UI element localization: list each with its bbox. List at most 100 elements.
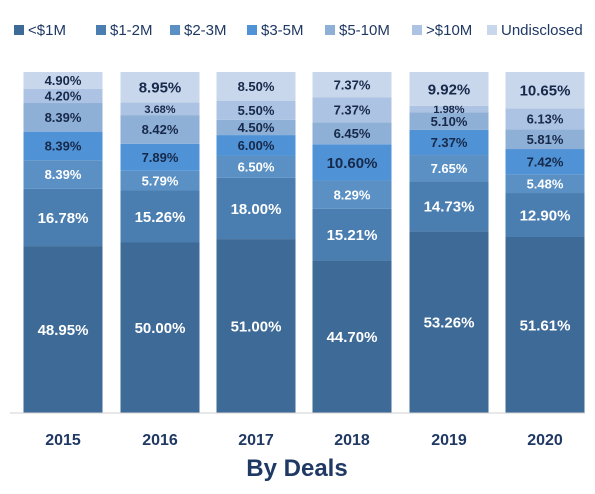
x-axis-tick-labels: 2015 2016 2017 2018 2019 2020 [45, 432, 563, 449]
bar-segment [312, 260, 392, 413]
bar-segment [23, 72, 103, 89]
bar-segment [120, 102, 200, 116]
legend-swatch [487, 25, 497, 35]
data-label: 5.81% [527, 132, 564, 147]
data-label: 10.60% [327, 155, 378, 172]
data-label: 5.48% [527, 176, 564, 191]
data-label: 6.45% [334, 126, 371, 141]
x-tick-label: 2015 [45, 432, 81, 449]
bar-segment [23, 160, 103, 189]
bar-segment [120, 242, 200, 413]
data-label: 15.26% [135, 209, 186, 226]
legend-label: $1-2M [110, 22, 153, 39]
bar-segment [505, 174, 585, 194]
bar-segment [216, 177, 296, 240]
data-label: 7.42% [527, 154, 564, 169]
bar-segment [216, 135, 296, 156]
data-label: 12.90% [520, 207, 571, 224]
bar-segment [505, 72, 585, 109]
bar-segment [505, 237, 585, 413]
legend-swatch [14, 25, 24, 35]
bar-segment [216, 239, 296, 413]
bar-segment [23, 188, 103, 247]
data-label: 4.50% [238, 120, 275, 135]
x-tick-label: 2017 [238, 432, 274, 449]
bar-segment [312, 208, 392, 261]
legend-swatch [325, 25, 335, 35]
bar-segment [23, 246, 103, 413]
data-label: 8.29% [334, 187, 371, 202]
bar-segment [505, 193, 585, 238]
bar-segment [505, 129, 585, 150]
chart-title: By Deals [246, 455, 347, 482]
data-label: 6.00% [238, 138, 275, 153]
bar-segment [216, 119, 296, 136]
bar-segment [409, 112, 489, 130]
data-label: 51.61% [520, 317, 571, 334]
bar-segment [409, 231, 489, 413]
bar-segment [120, 190, 200, 243]
legend-label: $5-10M [339, 22, 390, 39]
data-label: 4.90% [45, 73, 82, 88]
x-tick-label: 2018 [334, 432, 370, 449]
data-label: 44.70% [327, 329, 378, 346]
data-label: 6.50% [238, 159, 275, 174]
bar-segment [409, 155, 489, 182]
bar-segment [216, 155, 296, 178]
bar-segment [120, 170, 200, 191]
x-tick-label: 2020 [527, 432, 563, 449]
plot-area: 48.95% 16.78% 8.39% 8.39% 8.39% 4.20%4.90% 50.… [23, 71, 585, 413]
data-label: 51.00% [231, 318, 282, 335]
legend-swatch [96, 25, 106, 35]
bar-segment [23, 131, 103, 161]
legend: <$1M $1-2M $2-3M $3-5M $5-10M >$10M Undisclose… [14, 22, 583, 39]
legend-label: $2-3M [184, 22, 227, 39]
legend-swatch [170, 25, 180, 35]
data-label: 7.37% [334, 77, 371, 92]
data-label: 3.68% [144, 104, 175, 116]
legend-label: Undisclosed [501, 22, 583, 39]
bar-segment [120, 72, 200, 103]
data-label: 8.39% [45, 139, 82, 154]
bar-segment [409, 105, 489, 113]
x-tick-label: 2016 [142, 432, 178, 449]
bar-segment [409, 71, 489, 106]
data-label: 5.10% [431, 114, 468, 129]
bar-segment [312, 72, 392, 98]
data-label: 8.95% [139, 80, 182, 97]
data-label: 5.79% [142, 173, 179, 188]
data-label: 16.78% [38, 210, 89, 227]
legend-swatch [412, 25, 422, 35]
bar-segment [505, 108, 585, 130]
bar-segment [120, 115, 200, 144]
data-label: 14.73% [424, 199, 475, 216]
data-label: 53.26% [424, 315, 475, 332]
bar-segment [216, 100, 296, 120]
bar-segment [312, 122, 392, 145]
data-label: 6.13% [527, 111, 564, 126]
x-tick-label: 2019 [431, 432, 467, 449]
data-label: 7.65% [431, 161, 468, 176]
bar-segment [505, 149, 585, 175]
data-label: 9.92% [428, 81, 471, 98]
bar-segment [409, 129, 489, 156]
data-label: 5.50% [238, 103, 275, 118]
bar-segment [312, 180, 392, 209]
data-label: 8.42% [142, 122, 179, 137]
data-label: 8.39% [45, 167, 82, 182]
bar-segment [216, 72, 296, 101]
bar-segment [409, 181, 489, 232]
data-label: 48.95% [38, 322, 89, 339]
legend-swatch [247, 25, 257, 35]
data-label: 15.21% [327, 227, 378, 244]
bar-segment [23, 103, 103, 132]
data-label: 7.37% [334, 102, 371, 117]
data-label: 4.20% [45, 89, 82, 104]
data-label: 8.50% [238, 79, 275, 94]
bar-segment [120, 143, 200, 171]
data-label: 50.00% [135, 320, 186, 337]
legend-label: <$1M [28, 22, 66, 39]
legend-label: $3-5M [261, 22, 304, 39]
data-label: 7.89% [142, 150, 179, 165]
